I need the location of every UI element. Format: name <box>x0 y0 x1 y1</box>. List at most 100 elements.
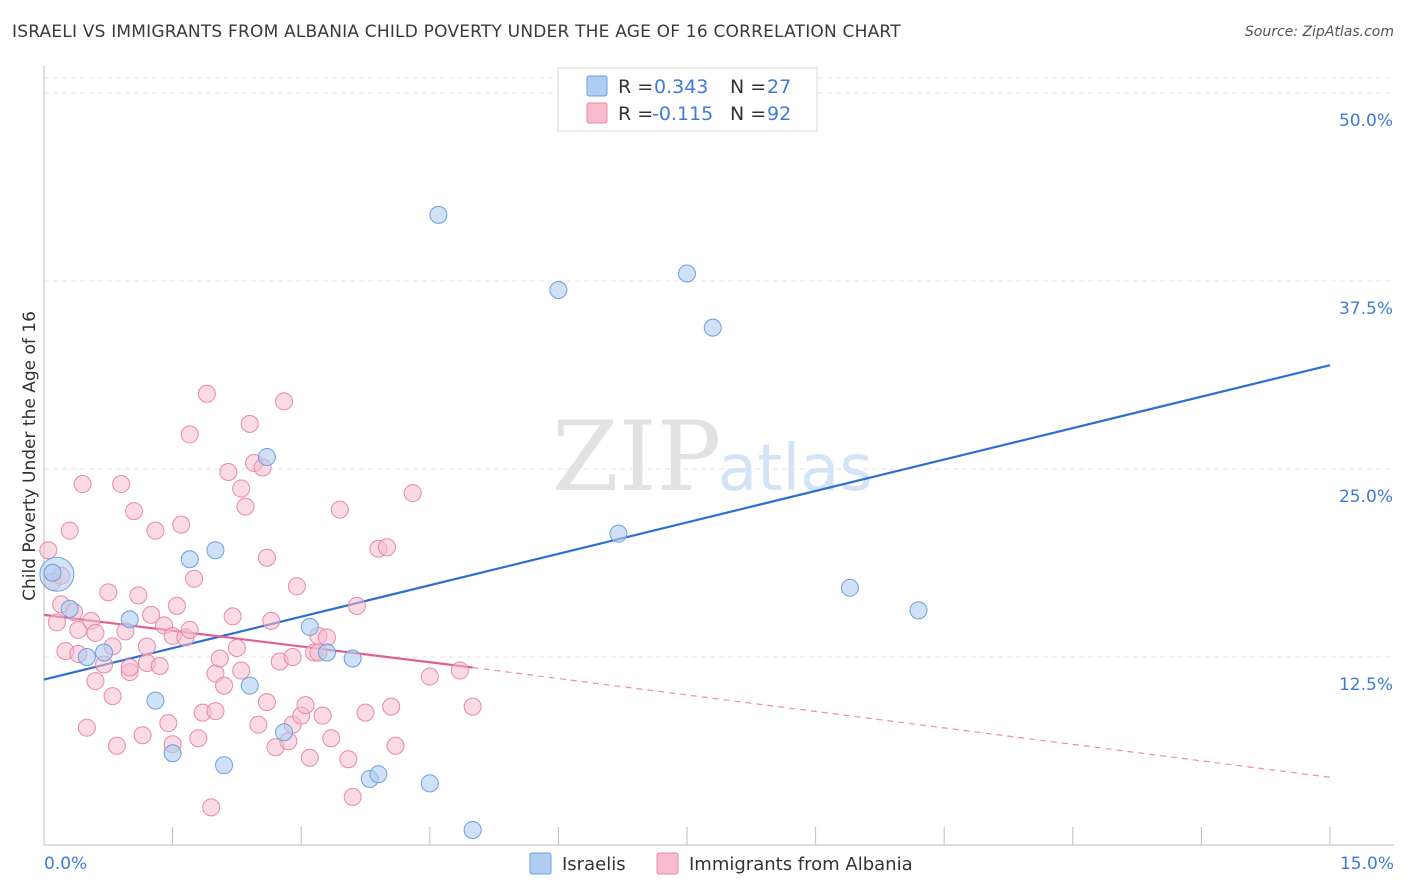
trend-line-albania <box>43 613 473 669</box>
point-albania <box>322 729 341 748</box>
point-albania <box>240 414 259 433</box>
point-albania <box>296 696 315 715</box>
trend-line-albania-extension <box>472 666 1331 778</box>
point-albania <box>73 475 92 494</box>
point-albania <box>185 569 204 588</box>
point-albania <box>172 515 191 534</box>
point-albania <box>202 798 221 817</box>
point-albania <box>219 463 238 482</box>
point-albania <box>403 484 422 503</box>
point-albania <box>257 693 276 712</box>
point-albania <box>60 521 79 540</box>
point-albania <box>112 475 131 494</box>
point-albania <box>137 637 156 656</box>
point-albania <box>236 497 255 516</box>
source-label: Source: ZipAtlas.com <box>1244 24 1394 40</box>
y-tick-label: 25.0% <box>1339 487 1393 507</box>
point-israelis <box>703 318 722 337</box>
point-albania <box>125 502 144 521</box>
point-albania <box>257 548 276 567</box>
point-albania <box>275 392 294 411</box>
point-israelis <box>43 563 62 582</box>
point-israelis <box>909 601 928 620</box>
point-albania <box>215 676 234 695</box>
point-albania <box>103 687 122 706</box>
point-albania <box>463 697 482 716</box>
point-israelis <box>240 676 259 695</box>
point-albania <box>347 596 366 615</box>
y-axis-title: Child Poverty Under the Age of 16 <box>20 311 40 601</box>
point-albania <box>120 658 139 677</box>
y-tick-label: 37.5% <box>1339 299 1393 319</box>
point-israelis <box>257 447 276 466</box>
legend-n-value: 92 <box>767 103 791 125</box>
point-israelis <box>609 524 628 543</box>
y-tick-label: 50.0% <box>1339 111 1393 131</box>
legend: R = 0.343 N = 27 R = -0.115 N = 92 <box>557 67 818 132</box>
point-israelis <box>420 774 439 793</box>
point-albania <box>69 620 88 639</box>
point-albania <box>356 703 375 722</box>
point-albania <box>377 538 396 557</box>
point-albania <box>206 702 225 721</box>
point-albania <box>287 577 306 596</box>
point-israelis <box>678 264 696 283</box>
point-albania <box>47 613 66 632</box>
point-albania <box>283 648 302 666</box>
bottom-legend-swatch-israelis <box>529 852 552 875</box>
legend-r-label: R = <box>618 103 653 125</box>
point-albania <box>129 586 148 605</box>
point-albania <box>450 661 469 680</box>
chart-title: ISRAELI VS IMMIGRANTS FROM ALBANIA CHILD… <box>12 22 901 42</box>
watermark: ZIP atlas <box>552 401 873 513</box>
point-israelis <box>60 599 79 618</box>
point-israelis <box>120 610 139 629</box>
point-israelis <box>369 765 388 784</box>
point-israelis <box>429 205 448 224</box>
point-israelis <box>146 691 165 710</box>
point-israelis <box>163 744 182 763</box>
point-albania <box>159 714 178 733</box>
point-albania <box>330 500 349 519</box>
point-albania <box>99 583 118 602</box>
y-tick-label: 12.5% <box>1339 675 1393 695</box>
trend-lines <box>43 364 1331 778</box>
point-albania <box>343 787 362 806</box>
point-albania <box>227 638 246 657</box>
bottom-legend-israelis: Israelis <box>562 854 626 875</box>
point-albania <box>262 611 281 630</box>
point-israelis <box>300 617 319 636</box>
legend-n-label: N = <box>730 103 766 125</box>
point-israelis <box>206 541 225 560</box>
point-israelis <box>463 820 482 839</box>
legend-n-label: N = <box>730 76 766 98</box>
watermark-zip: ZIP <box>552 401 721 513</box>
point-albania <box>232 661 251 680</box>
legend-swatch-albania <box>586 102 608 124</box>
legend-r-value: -0.115 <box>652 103 713 125</box>
point-albania <box>142 605 161 624</box>
point-albania <box>232 479 251 498</box>
point-albania <box>86 672 105 691</box>
point-israelis <box>275 723 294 742</box>
point-israelis <box>95 643 114 662</box>
x-tick-label-min: 0.0% <box>44 854 87 874</box>
point-albania <box>317 628 336 647</box>
point-albania <box>180 620 199 639</box>
point-albania <box>180 425 199 444</box>
watermark-atlas: atlas <box>718 432 873 506</box>
point-israelis <box>77 648 96 666</box>
point-israelis <box>549 281 568 300</box>
point-israelis <box>317 643 336 662</box>
point-israelis <box>840 578 859 597</box>
point-albania <box>189 729 208 748</box>
y-tick-labels: 12.5% 25.0% 37.5% 50.0% <box>1339 111 1393 695</box>
point-albania <box>107 736 126 755</box>
point-albania <box>313 706 332 725</box>
legend-n-value: 27 <box>767 76 791 98</box>
point-albania <box>197 384 216 403</box>
legend-r-value: 0.343 <box>654 76 708 98</box>
point-albania <box>249 715 268 734</box>
points-israelis <box>39 205 928 839</box>
